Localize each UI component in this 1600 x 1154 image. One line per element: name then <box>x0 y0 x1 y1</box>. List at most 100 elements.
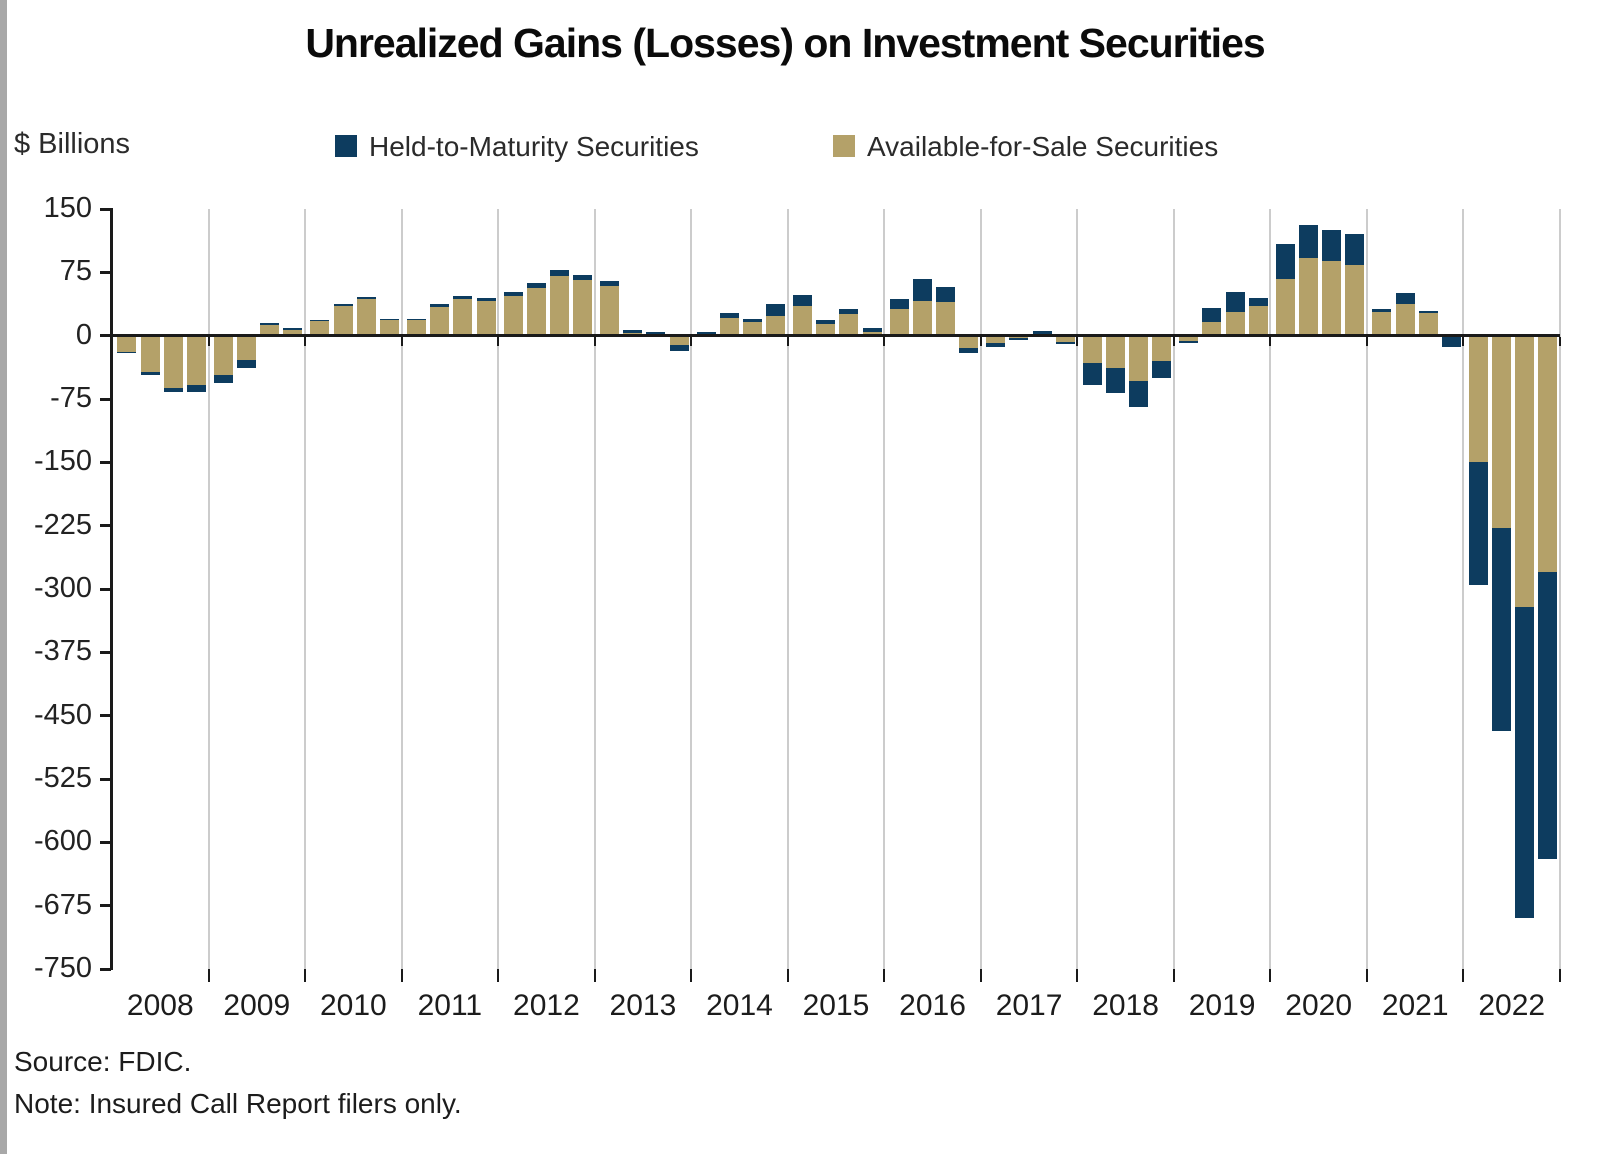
bar-segment-htm <box>1275 244 1295 280</box>
bar-segment-htm <box>430 303 450 307</box>
bar-segment-htm <box>1152 361 1172 378</box>
bar-segment-htm <box>186 384 206 393</box>
bar-segment-afs <box>936 301 956 336</box>
y-tick-label: -300 <box>33 572 92 604</box>
bar-segment-htm <box>1055 341 1075 345</box>
gridline <box>1365 209 1368 969</box>
bar-segment-htm <box>476 297 496 302</box>
y-axis-tick <box>100 840 111 844</box>
bar-segment-afs <box>117 335 137 352</box>
y-axis-tick <box>100 650 111 654</box>
x-year-label: 2022 <box>1478 989 1546 1022</box>
bar-segment-afs <box>503 295 523 336</box>
y-axis-tick <box>100 587 111 591</box>
y-tick-label: 150 <box>43 192 92 224</box>
bar-segment-afs <box>186 335 206 385</box>
bar-segment-afs <box>1105 335 1125 368</box>
bar-segment-afs <box>1225 312 1245 336</box>
x-axis-tick <box>1365 969 1368 982</box>
x-axis-tick <box>1462 969 1465 982</box>
bar-segment-htm <box>986 343 1006 348</box>
zero-line-tick <box>304 337 307 347</box>
bar-segment-afs <box>430 306 450 336</box>
bar-segment-htm <box>1179 340 1199 344</box>
plot-area <box>112 209 1561 969</box>
bar-segment-htm <box>237 360 257 368</box>
x-year-label: 2018 <box>1092 989 1159 1022</box>
zero-line-tick <box>786 337 789 347</box>
bar-segment-afs <box>260 324 280 336</box>
gridline <box>1269 209 1272 969</box>
bar-segment-afs <box>1468 335 1488 463</box>
y-axis-tick <box>100 714 111 718</box>
bar-segment-htm <box>646 332 666 335</box>
y-tick-label: -750 <box>33 952 92 984</box>
zero-line-tick <box>593 337 596 347</box>
bar-segment-afs <box>379 320 399 336</box>
bar-segment-htm <box>1468 462 1488 585</box>
y-tick-label: -600 <box>33 825 92 858</box>
bar-segment-htm <box>453 295 473 300</box>
bar-segment-htm <box>1082 362 1102 385</box>
bar-segment-htm <box>140 371 160 375</box>
x-year-label: 2020 <box>1285 989 1353 1022</box>
bar-segment-afs <box>407 320 427 336</box>
gridline <box>304 209 307 969</box>
bar-segment-afs <box>1275 279 1295 336</box>
bar-segment-afs <box>310 321 330 336</box>
x-axis-tick <box>979 969 982 982</box>
bar-segment-afs <box>549 275 569 336</box>
afs-legend-swatch-icon <box>833 135 855 157</box>
gridline <box>593 209 596 969</box>
bar-segment-htm <box>623 329 643 334</box>
bar-segment-afs <box>839 313 859 336</box>
x-year-label: 2009 <box>223 989 291 1022</box>
bar-segment-afs <box>889 309 909 336</box>
bar-segment-afs <box>1248 306 1268 336</box>
bar-segment-afs <box>816 323 836 336</box>
htm-legend-swatch-icon <box>335 135 357 157</box>
bar-segment-htm <box>669 344 689 351</box>
bar-segment-htm <box>1105 367 1125 394</box>
bar-segment-htm <box>912 279 932 302</box>
legend-item-afs: Available-for-Sale Securities <box>833 131 1218 163</box>
x-year-label: 2015 <box>802 989 870 1022</box>
chart-title: Unrealized Gains (Losses) on Investment … <box>305 20 1265 66</box>
bar-segment-htm <box>1032 331 1052 334</box>
gridline <box>786 209 789 969</box>
gridline <box>207 209 210 969</box>
bar-segment-htm <box>260 323 280 325</box>
zero-line-tick <box>1365 337 1368 347</box>
bar-segment-afs <box>1202 322 1222 336</box>
x-year-label: 2016 <box>899 989 966 1022</box>
y-tick-label: -75 <box>50 382 92 414</box>
bar-segment-htm <box>1009 338 1029 340</box>
bar-segment-htm <box>333 303 353 307</box>
bar-segment-htm <box>379 318 399 321</box>
y-axis-tick <box>100 967 111 971</box>
bar-segment-htm <box>526 283 546 289</box>
zero-line <box>112 334 1560 338</box>
x-axis-tick <box>1559 969 1561 982</box>
htm-legend-label: Held-to-Maturity Securities <box>369 131 699 162</box>
bar-segment-afs <box>526 288 546 336</box>
zero-line-tick <box>497 337 500 347</box>
x-year-label: 2011 <box>417 989 483 1022</box>
y-axis-tick <box>100 777 111 781</box>
gridline <box>1172 209 1175 969</box>
x-axis-tick <box>786 969 789 982</box>
left-edge-strip <box>0 0 7 1154</box>
bar-segment-htm <box>1298 225 1318 258</box>
legend-item-htm: Held-to-Maturity Securities <box>335 131 699 163</box>
bar-segment-htm <box>936 286 956 302</box>
bar-segment-htm <box>1225 291 1245 313</box>
bar-segment-afs <box>986 335 1006 344</box>
bar-segment-htm <box>719 312 739 318</box>
y-axis-tick <box>100 270 111 274</box>
x-axis-tick <box>400 969 403 982</box>
x-year-label: 2019 <box>1188 989 1256 1022</box>
y-tick-label: 75 <box>59 255 92 288</box>
y-axis-tick <box>100 460 111 464</box>
bar-segment-afs <box>912 301 932 336</box>
